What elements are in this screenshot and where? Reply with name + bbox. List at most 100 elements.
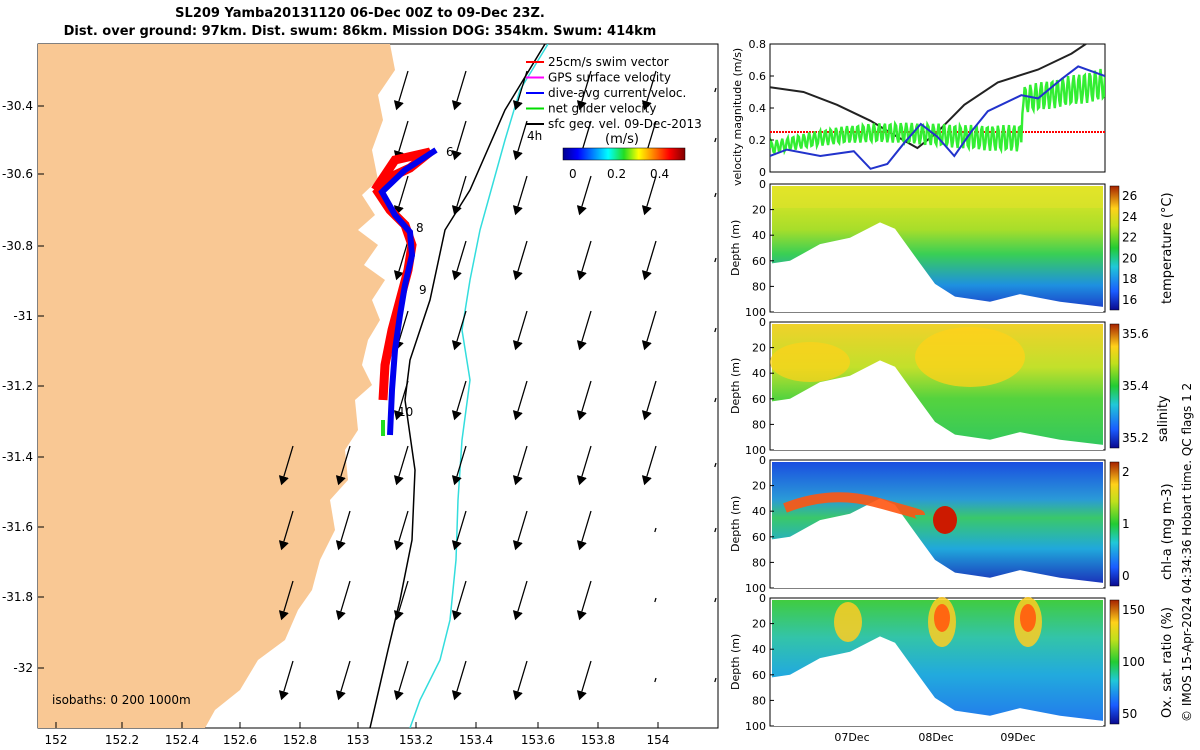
current-arrow [576, 445, 592, 486]
isobaths-label: isobaths: 0 200 1000m [52, 693, 191, 707]
map-xtick-label: 154 [647, 733, 670, 747]
velocity-ytick-label: 0.2 [749, 134, 767, 147]
current-arrow [576, 310, 592, 351]
depth-tick-label: 100 [745, 444, 766, 457]
current-arrow [512, 70, 528, 111]
current-arrow [278, 510, 294, 551]
legend-entry: dive-avg current veloc. [548, 86, 686, 100]
current-arrow [393, 240, 409, 281]
colorbar-tick: 0.2 [607, 167, 626, 181]
depth-tick-label: 0 [759, 316, 766, 329]
plot-title-line1: SL209 Yamba20131120 06-Dec 00Z to 09-Dec… [175, 6, 545, 21]
depth-tick-label: 40 [752, 229, 766, 242]
depth-tick-label: 100 [745, 306, 766, 319]
depth-tick-label: 20 [752, 618, 766, 631]
series-net-glider-velocity [770, 68, 1105, 156]
current-arrow [451, 380, 467, 421]
map-ytick-label: -31.2 [2, 379, 33, 393]
chla-ylabel: Depth (m) [729, 496, 742, 552]
depth-tick-label: 20 [752, 342, 766, 355]
current-arrow [451, 120, 467, 161]
current-arrow [451, 70, 467, 111]
colorbar-tick-label: 35.4 [1122, 379, 1149, 393]
velocity-ylabel: velocity magnitude (m/s) [731, 48, 744, 186]
isobath-1000 [409, 44, 549, 728]
oxygen-colorbar [1109, 599, 1120, 725]
current-arrow [393, 510, 409, 551]
velocity-ytick-label: 0.6 [749, 70, 767, 83]
current-arrow [451, 660, 467, 701]
salinity-colorbar-label: salinity [1156, 395, 1171, 442]
oxygen-ylabel: Depth (m) [729, 634, 742, 690]
depth-tick-label: 60 [752, 255, 766, 268]
current-arrow [512, 175, 528, 216]
colorbar-tick-label: 35.6 [1122, 327, 1149, 341]
current-arrow [451, 310, 467, 351]
current-arrow [654, 597, 657, 603]
map-ytick-label: -31.6 [2, 520, 33, 534]
salinity-panel: 0 20 40 60 80 100 Depth (m) 35.2 35.4 35.6 salinit… [729, 316, 1171, 457]
map-ytick-label: -31.4 [2, 450, 33, 464]
depth-tick-label: 40 [752, 643, 766, 656]
map-xtick-label: 152 [45, 733, 68, 747]
current-arrow [576, 380, 592, 421]
temperature-panel: 0 20 40 60 80 100 Depth (m) 16 18 20 22 24 26 tempera… [729, 178, 1175, 319]
map-plot: 6 8 9 10 isobaths: 0 200 1000m 152 152.2 1… [2, 43, 719, 747]
colorbar-tick-label: 16 [1122, 293, 1137, 307]
current-arrow [641, 380, 657, 421]
date-tick-label: 09Dec [1000, 731, 1035, 744]
map-xtick-label: 153.2 [399, 733, 433, 747]
temperature-colorbar [1109, 185, 1120, 311]
current-arrow [278, 445, 294, 486]
current-arrow [512, 240, 528, 281]
current-arrow [654, 527, 657, 533]
temperature-colorbar-label: temperature (°C) [1160, 192, 1175, 304]
current-arrow [393, 175, 409, 216]
colorbar-tick-label: 24 [1122, 210, 1137, 224]
map-ytick-label: -32 [13, 661, 33, 675]
legend-entry: GPS surface velocity [548, 71, 671, 85]
current-arrow [576, 510, 592, 551]
salinity-ylabel: Depth (m) [729, 358, 742, 414]
velocity-ytick-label: 0 [759, 166, 766, 179]
current-arrow [393, 660, 409, 701]
current-arrow [714, 137, 717, 143]
colorbar-tick-label: 18 [1122, 272, 1137, 286]
current-arrow [714, 257, 717, 263]
current-arrow [512, 660, 528, 701]
current-arrow [512, 445, 528, 486]
current-arrow [714, 597, 717, 603]
map-xtick-label: 153.6 [521, 733, 555, 747]
current-arrow [714, 87, 717, 93]
land [38, 44, 395, 728]
map-ytick-label: -30.4 [2, 99, 33, 113]
depth-tick-label: 0 [759, 178, 766, 191]
colorbar-tick-label: 2 [1122, 465, 1130, 479]
current-arrow [278, 660, 294, 701]
series-dive-avg-current [770, 65, 1105, 170]
map-xtick-label: 152.2 [105, 733, 139, 747]
depth-tick-label: 80 [752, 556, 766, 569]
current-arrow [714, 677, 717, 683]
colorbar-gradient [562, 147, 686, 161]
current-arrow [714, 397, 717, 403]
current-arrow [654, 677, 657, 683]
date-tick-label: 07Dec [834, 731, 869, 744]
depth-tick-label: 60 [752, 393, 766, 406]
current-arrow [393, 580, 409, 621]
depth-tick-label: 80 [752, 694, 766, 707]
current-arrow [714, 192, 717, 198]
velocity-ytick-label: 0.4 [749, 102, 767, 115]
current-arrow [576, 240, 592, 281]
chla-panel: 0 20 40 60 80 100 Depth (m) 0 1 2 chl-a (mg m-3) [729, 454, 1175, 595]
current-arrow [512, 120, 528, 161]
legend-entry: net glider velocity [548, 102, 656, 116]
colorbar-tick-label: 50 [1122, 707, 1137, 721]
current-arrow [641, 70, 657, 111]
current-arrow [641, 445, 657, 486]
date-tick-label: 08Dec [918, 731, 953, 744]
map-ytick-label: -31 [13, 309, 33, 323]
velocity-ytick-label: 0.8 [749, 38, 767, 51]
current-arrow [451, 510, 467, 551]
depth-tick-label: 40 [752, 367, 766, 380]
